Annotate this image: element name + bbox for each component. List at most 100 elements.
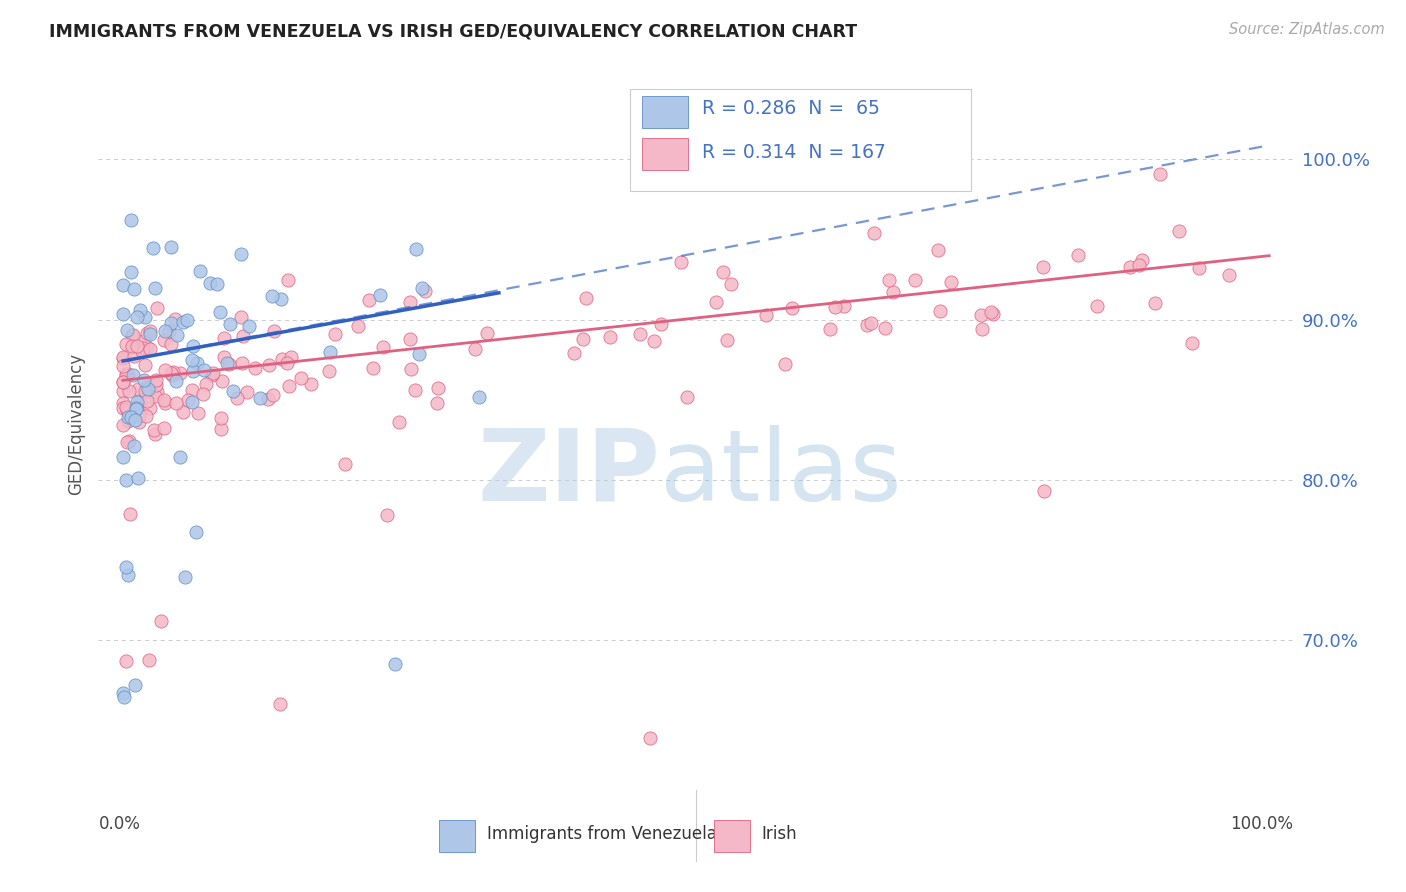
Point <box>115 560 138 574</box>
Point <box>181 339 204 353</box>
Point <box>426 396 449 410</box>
Point <box>139 327 162 342</box>
Point <box>1032 484 1054 499</box>
Point <box>115 654 138 668</box>
Point <box>388 415 411 429</box>
Point <box>263 324 285 338</box>
Point <box>142 241 165 255</box>
Point <box>111 375 134 389</box>
Point <box>165 312 187 326</box>
Point <box>146 301 169 316</box>
Point <box>347 319 370 334</box>
Point <box>214 351 236 365</box>
Point <box>181 352 204 367</box>
Text: IMMIGRANTS FROM VENEZUELA VS IRISH GED/EQUIVALENCY CORRELATION CHART: IMMIGRANTS FROM VENEZUELA VS IRISH GED/E… <box>49 22 858 40</box>
Point <box>333 457 356 471</box>
Point <box>780 301 803 315</box>
Point <box>415 284 437 298</box>
Point <box>229 310 252 325</box>
Point <box>970 322 993 336</box>
Point <box>129 302 152 317</box>
Point <box>162 365 184 379</box>
Point <box>174 570 197 584</box>
Point <box>319 345 342 359</box>
Point <box>111 384 134 398</box>
Point <box>628 326 651 341</box>
Point <box>122 282 145 296</box>
Point <box>270 351 292 366</box>
Point <box>1181 335 1204 350</box>
Point <box>276 356 298 370</box>
Bar <box>439 820 475 852</box>
Point <box>115 434 138 449</box>
Point <box>215 356 238 370</box>
Point <box>111 375 134 389</box>
Point <box>135 409 157 424</box>
Point <box>186 356 208 370</box>
Point <box>720 277 742 291</box>
Point <box>117 367 139 381</box>
Point <box>207 277 229 291</box>
Point <box>280 350 302 364</box>
Point <box>194 377 217 392</box>
Point <box>134 310 156 324</box>
Point <box>125 401 148 415</box>
Point <box>399 295 422 310</box>
Point <box>1085 299 1108 313</box>
Point <box>112 690 135 704</box>
Point <box>1067 248 1090 262</box>
Point <box>143 426 166 441</box>
Point <box>139 324 162 338</box>
Point <box>357 293 380 307</box>
Point <box>118 434 141 449</box>
Point <box>675 390 697 404</box>
Point <box>115 323 138 337</box>
Point <box>198 277 221 291</box>
Point <box>120 265 142 279</box>
Point <box>218 318 240 332</box>
Point <box>134 384 156 398</box>
Point <box>262 388 284 402</box>
Point <box>229 247 252 261</box>
Point <box>180 383 202 397</box>
Point <box>166 327 188 342</box>
Point <box>112 277 135 292</box>
Point <box>193 387 215 401</box>
Point <box>118 384 141 399</box>
Point <box>115 473 138 487</box>
Point <box>1128 258 1150 272</box>
Point <box>153 333 176 347</box>
Point <box>754 308 776 322</box>
Point <box>172 315 194 329</box>
Point <box>927 243 949 257</box>
Point <box>1143 295 1166 310</box>
Point <box>904 273 927 287</box>
Point <box>209 410 232 425</box>
Point <box>120 410 142 425</box>
Point <box>127 470 149 484</box>
Point <box>121 328 143 343</box>
Point <box>120 213 142 227</box>
Point <box>180 395 202 409</box>
Point <box>468 390 491 404</box>
Point <box>1168 224 1191 238</box>
Point <box>132 334 155 348</box>
Point <box>475 326 498 340</box>
Point <box>122 368 145 383</box>
Point <box>572 332 595 346</box>
Point <box>411 281 433 295</box>
Point <box>1188 261 1211 276</box>
Point <box>115 400 138 414</box>
Point <box>599 330 621 344</box>
Point <box>464 343 486 357</box>
Point <box>143 281 166 295</box>
Point <box>222 384 245 398</box>
Point <box>160 316 183 330</box>
Point <box>136 393 159 408</box>
Point <box>277 273 299 287</box>
Point <box>169 367 191 381</box>
Point <box>157 324 180 338</box>
Point <box>981 307 1004 321</box>
Point <box>132 341 155 355</box>
Point <box>118 408 141 422</box>
